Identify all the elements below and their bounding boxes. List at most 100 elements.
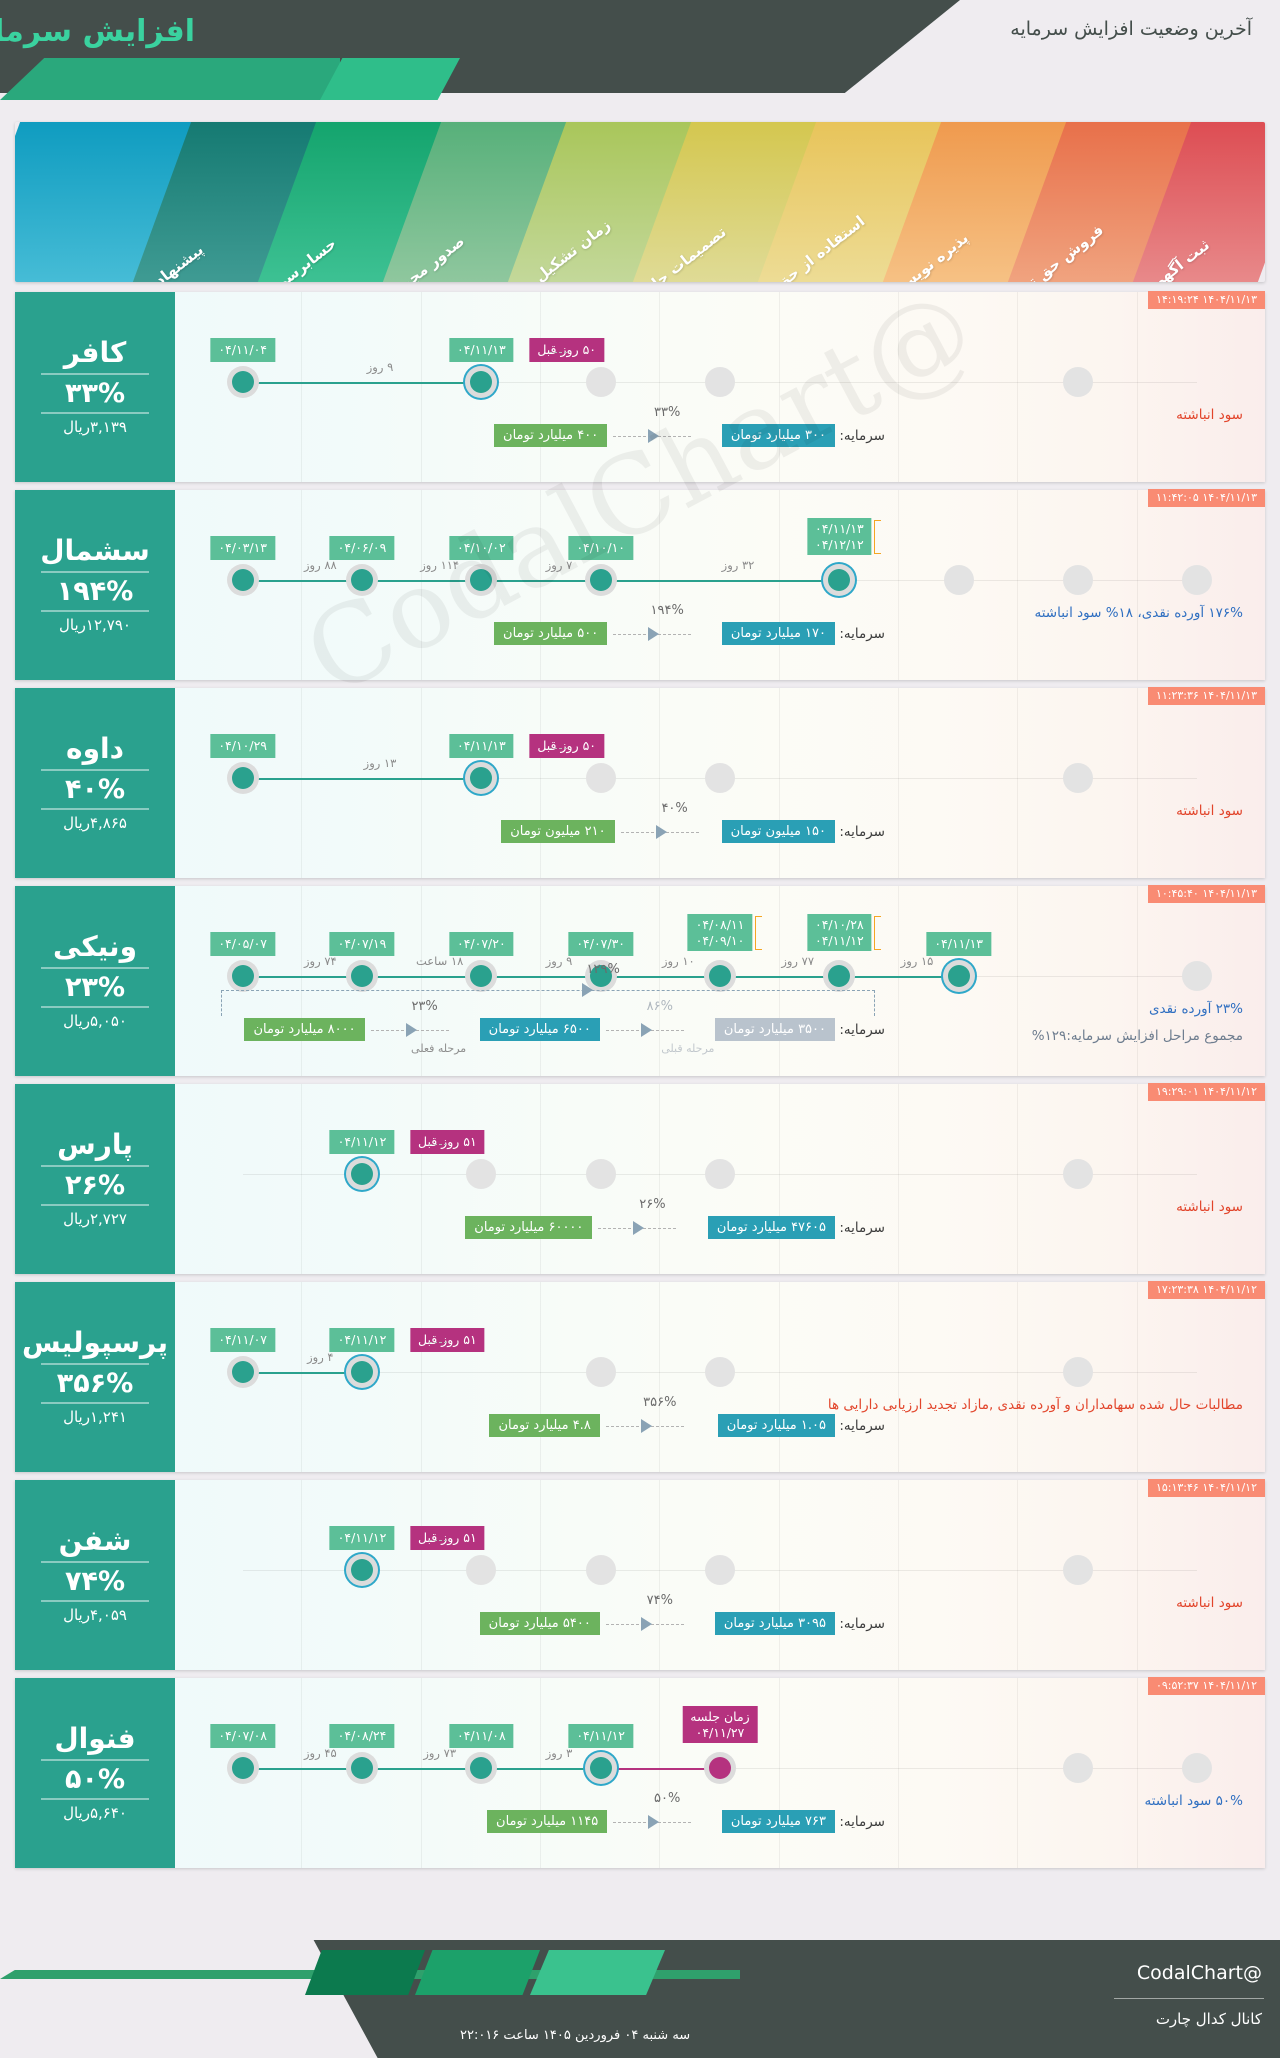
capital-current-chip[interactable]: ۷۶۳ میلیارد تومان	[721, 1810, 835, 1833]
timeline-node-filled[interactable]	[470, 965, 493, 987]
milestone-date-box[interactable]: ۰۴/۱۰/۲۸ ۰۴/۱۱/۱۲	[806, 914, 872, 952]
timeline-node-current[interactable]	[947, 965, 970, 987]
timeline-node-empty	[1063, 1357, 1093, 1387]
capital-current-chip[interactable]: ۶۵۰۰ میلیارد تومان	[479, 1018, 600, 1041]
milestone-date-box[interactable]: ۰۴/۱۱/۱۲	[329, 1130, 395, 1154]
stage-legend-bar: ثبت آگهی فروش حق تقدم پذیره نویسی استفاده ا…	[15, 122, 1265, 282]
company-info-panel[interactable]: سشمال ۱۹۴% ۱۲,۷۹۰ریال	[15, 490, 175, 680]
timeline-segment	[600, 580, 840, 582]
milestone-date-box[interactable]: ۰۴/۱۱/۱۲	[568, 1724, 634, 1748]
timeline-node-current[interactable]	[351, 1361, 373, 1383]
pending-days-badge[interactable]: ۵۰ روز قبل	[529, 734, 605, 758]
capital-current-chip[interactable]: ۳۰۰ میلیارد تومان	[721, 424, 835, 447]
timeline-node-current[interactable]	[470, 767, 493, 789]
milestone-date-box[interactable]: زمان جلسه ۰۴/۱۱/۲۷	[682, 1706, 758, 1744]
footer-bar-2	[415, 1950, 540, 1995]
timeline-node-filled[interactable]	[828, 965, 851, 987]
capital-current-chip[interactable]: ۳۰۹۵ میلیارد تومان	[714, 1612, 835, 1635]
pending-days-badge[interactable]: ۵۱ روز قبل	[409, 1328, 485, 1352]
company-row[interactable]: ۱۴۰۴/۱۱/۱۳ ۱۰:۴۵:۴۰ ونیکی ۲۳% ۵,۰۵۰ریال ۷۴ ر…	[15, 885, 1265, 1076]
company-row[interactable]: ۱۴۰۴/۱۱/۱۲ ۱۷:۲۳:۳۸ پرسپولیس ۳۵۶% ۱,۲۴۱ریال…	[15, 1281, 1265, 1472]
timeline-node-current[interactable]	[470, 371, 493, 393]
timeline-segment	[362, 580, 482, 582]
timeline-node-filled[interactable]	[231, 1361, 254, 1383]
milestone-date-box[interactable]: ۰۴/۱۱/۱۳	[926, 932, 992, 956]
company-info-panel[interactable]: ونیکی ۲۳% ۵,۰۵۰ریال	[15, 886, 175, 1076]
company-info-panel[interactable]: شفن ۷۴% ۴,۰۵۹ریال	[15, 1480, 175, 1670]
price-rial: ۴,۸۶۵ریال	[63, 814, 127, 833]
timeline-node-filled[interactable]	[470, 569, 493, 591]
capital-new-chip[interactable]: ۴۰۰ میلیارد تومان	[494, 424, 608, 447]
company-row[interactable]: ۱۴۰۴/۱۱/۱۲ ۱۵:۱۳:۴۶ شفن ۷۴% ۴,۰۵۹ریال ۰۴/۱۱/…	[15, 1479, 1265, 1670]
milestone-date-box[interactable]: ۰۴/۱۰/۱۰	[568, 536, 634, 560]
milestone-date-box[interactable]: ۰۴/۰۸/۱۱ ۰۴/۰۹/۱۰	[687, 914, 753, 952]
timeline-node-filled[interactable]	[351, 569, 373, 591]
timeline-node-filled[interactable]	[351, 965, 373, 987]
timeline-node-filled[interactable]	[231, 569, 254, 591]
milestone-date-box[interactable]: ۰۴/۰۷/۱۹	[329, 932, 395, 956]
company-info-panel[interactable]: پرسپولیس ۳۵۶% ۱,۲۴۱ریال	[15, 1282, 175, 1472]
milestone-date-box[interactable]: ۰۴/۰۳/۱۳	[210, 536, 276, 560]
capital-summary: سرمایه: ۴۷۶۰۵ میلیارد تومان ۲۶% ۶۰۰۰۰ میلیا…	[15, 1197, 1265, 1246]
timeline-node-filled[interactable]	[589, 965, 612, 987]
capital-new-chip[interactable]: ۵۰۰ میلیارد تومان	[494, 622, 608, 645]
timeline-node-filled[interactable]	[589, 569, 612, 591]
info-divider	[41, 570, 149, 573]
milestone-date-box[interactable]: ۰۴/۱۱/۱۳	[448, 734, 514, 758]
pending-days-badge[interactable]: ۵۱ روز قبل	[409, 1130, 485, 1154]
milestone-date-box[interactable]: ۰۴/۱۱/۰۴	[210, 338, 276, 362]
milestone-date-box[interactable]: ۰۴/۱۱/۱۲	[329, 1526, 395, 1550]
timeline-node-filled[interactable]	[709, 965, 731, 987]
row-timestamp: ۱۴۰۴/۱۱/۱۳ ۱۰:۴۵:۴۰	[1147, 885, 1265, 903]
milestone-date-box[interactable]: ۰۴/۱۱/۱۲	[329, 1328, 395, 1352]
milestone-date-box[interactable]: ۰۴/۱۱/۰۸	[448, 1724, 514, 1748]
timeline-node-current[interactable]	[351, 1163, 373, 1185]
capital-new-chip[interactable]: ۶۰۰۰۰ میلیارد تومان	[465, 1216, 593, 1239]
pending-days-badge[interactable]: ۵۰ روز قبل	[529, 338, 605, 362]
milestone-date-box[interactable]: ۰۴/۰۷/۲۰	[448, 932, 514, 956]
company-info-panel[interactable]: پارس ۲۶% ۲,۷۲۷ریال	[15, 1084, 175, 1274]
milestone-date-box[interactable]: ۰۴/۱۰/۰۲	[448, 536, 514, 560]
capital-current-chip[interactable]: ۴۷۶۰۵ میلیارد تومان	[707, 1216, 835, 1239]
capital-new-chip[interactable]: ۱۱۴۵ میلیارد تومان	[487, 1810, 608, 1833]
milestone-date-box[interactable]: ۰۴/۱۰/۲۹	[210, 734, 276, 758]
capital-current-chip[interactable]: ۱۵۰ میلیون تومان	[721, 820, 835, 843]
gap-duration-label: ۹ روز	[366, 360, 394, 374]
company-info-panel[interactable]: کافر ۳۳% ۳,۱۳۹ریال	[15, 292, 175, 482]
timeline-node-current[interactable]	[828, 569, 851, 591]
capital-new-chip[interactable]: ۸۰۰۰ میلیارد تومان	[244, 1018, 365, 1041]
company-row[interactable]: ۱۴۰۴/۱۱/۱۳ ۱۱:۲۳:۳۶ داوه ۴۰% ۴,۸۶۵ریال ۱۳ رو…	[15, 687, 1265, 878]
milestone-date-box[interactable]: ۰۴/۰۷/۰۸	[210, 1724, 276, 1748]
milestone-date-box[interactable]: ۰۴/۰۵/۰۷	[210, 932, 276, 956]
company-info-panel[interactable]: فنوال ۵۰% ۵,۶۴۰ریال	[15, 1678, 175, 1868]
timeline-node-filled[interactable]	[231, 1757, 254, 1779]
capital-new-chip[interactable]: ۴.۸ میلیارد تومان	[489, 1414, 600, 1437]
company-row[interactable]: ۱۴۰۴/۱۱/۱۲ ۰۹:۵۲:۳۷ فنوال ۵۰% ۵,۶۴۰ریال ۴۵ ر…	[15, 1677, 1265, 1868]
timeline-node-pink[interactable]	[709, 1757, 731, 1779]
milestone-date-box[interactable]: ۰۴/۱۱/۱۳	[448, 338, 514, 362]
capital-summary: سرمایه: ۷۶۳ میلیارد تومان ۵۰% ۱۱۴۵ میلیارد …	[15, 1791, 1265, 1840]
timeline-node-filled[interactable]	[470, 1757, 493, 1779]
company-row[interactable]: ۱۴۰۴/۱۱/۱۳ ۱۴:۱۹:۲۴ کافر ۳۳% ۳,۱۳۹ریال ۹ روز…	[15, 291, 1265, 482]
timeline-node-current[interactable]	[589, 1757, 612, 1779]
company-info-panel[interactable]: داوه ۴۰% ۴,۸۶۵ریال	[15, 688, 175, 878]
company-row[interactable]: ۱۴۰۴/۱۱/۱۳ ۱۱:۴۲:۰۵ سشمال ۱۹۴% ۱۲,۷۹۰ریال ۸۸…	[15, 489, 1265, 680]
capital-old-chip[interactable]: ۳۵۰۰ میلیارد تومان	[714, 1018, 835, 1041]
timeline-node-filled[interactable]	[231, 767, 254, 789]
milestone-date-box[interactable]: ۰۴/۰۶/۰۹	[329, 536, 395, 560]
timeline-node-filled[interactable]	[351, 1757, 373, 1779]
timeline-node-current[interactable]	[351, 1559, 373, 1581]
capital-current-chip[interactable]: ۱.۰۵ میلیارد تومان	[717, 1414, 835, 1437]
timeline-node-filled[interactable]	[231, 965, 254, 987]
company-row[interactable]: ۱۴۰۴/۱۱/۱۲ ۱۹:۲۹:۰۱ پارس ۲۶% ۲,۷۲۷ریال ۰۴/۱۱…	[15, 1083, 1265, 1274]
milestone-date-box[interactable]: ۰۴/۰۷/۳۰	[568, 932, 634, 956]
company-symbol: کافر	[63, 335, 127, 369]
capital-new-chip[interactable]: ۲۱۰ میلیون تومان	[501, 820, 615, 843]
milestone-date-box[interactable]: ۰۴/۱۱/۰۷	[210, 1328, 276, 1352]
capital-new-chip[interactable]: ۵۴۰۰ میلیارد تومان	[479, 1612, 600, 1635]
milestone-date-box[interactable]: ۰۴/۱۱/۱۳ ۰۴/۱۲/۱۲	[806, 518, 872, 556]
pending-days-badge[interactable]: ۵۱ روز قبل	[409, 1526, 485, 1550]
timeline-node-filled[interactable]	[231, 371, 254, 393]
capital-current-chip[interactable]: ۱۷۰ میلیارد تومان	[721, 622, 835, 645]
milestone-date-box[interactable]: ۰۴/۰۸/۲۴	[329, 1724, 395, 1748]
